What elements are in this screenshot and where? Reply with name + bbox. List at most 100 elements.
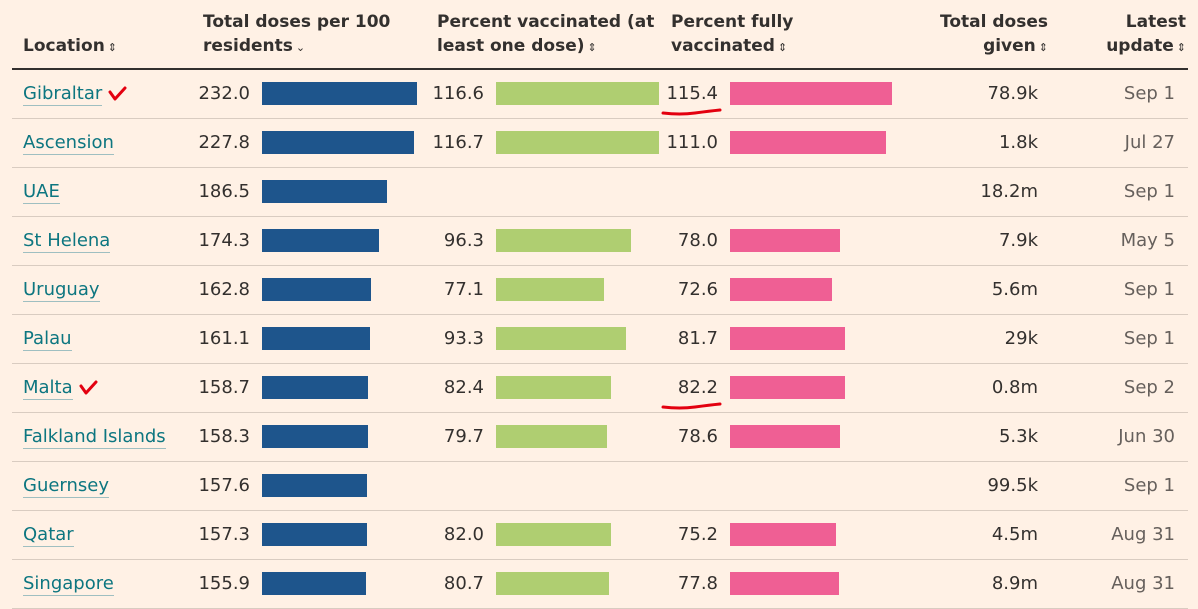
table-row: Gibraltar 232.0 116.6 115.4 78.9k Sep 1 (12, 70, 1188, 119)
header-doses-per-100[interactable]: Total doses per 100 residents ⌄ (203, 12, 391, 56)
location-link[interactable]: St Helena (23, 230, 111, 253)
doses-per-100-bar (262, 180, 387, 203)
percent-first-dose-value: 77.1 (443, 279, 484, 300)
doses-per-100-bar (262, 474, 368, 497)
percent-first-dose-bar (496, 131, 659, 154)
percent-fully-bar (730, 523, 836, 546)
percent-first-dose-bar (496, 523, 611, 546)
location-link[interactable]: UAE (23, 181, 60, 204)
table-row: Malta 158.7 82.4 82.2 0.8m Sep 2 (12, 364, 1188, 413)
table-body: Gibraltar 232.0 116.6 115.4 78.9k Sep 1 Ascens… (12, 70, 1188, 609)
latest-update-value: Sep 1 (1123, 181, 1175, 202)
latest-update-value: Jul 27 (1124, 132, 1175, 153)
location-link[interactable]: Singapore (23, 573, 114, 596)
latest-update-value: Aug 31 (1111, 573, 1175, 594)
percent-first-dose-bar (496, 82, 659, 105)
location-link[interactable]: Qatar (23, 524, 74, 547)
doses-per-100-value: 157.3 (198, 524, 250, 545)
percent-first-dose-value: 116.7 (432, 132, 484, 153)
vaccination-table: Location ⇕ Total doses per 100 residents ⌄… (12, 0, 1188, 609)
red-underline-annotation (661, 402, 722, 410)
location-link[interactable]: Uruguay (23, 279, 100, 302)
header-latest-update[interactable]: Latest update ⇕ (1106, 12, 1186, 56)
total-doses-value: 99.5k (987, 475, 1038, 496)
percent-fully-bar (730, 376, 846, 399)
total-doses-value: 7.9k (998, 230, 1038, 251)
doses-per-100-bar (262, 376, 368, 399)
total-doses-value: 5.3k (998, 426, 1038, 447)
header-percent-first-dose[interactable]: Percent vaccinated (at least one dose) ⇕ (437, 12, 655, 56)
percent-fully-value: 75.2 (677, 524, 718, 545)
percent-fully-bar (730, 229, 840, 252)
percent-fully-value: 115.4 (666, 83, 718, 104)
table-row: Palau 161.1 93.3 81.7 29k Sep 1 (12, 315, 1188, 364)
location-link[interactable]: Guernsey (23, 475, 110, 498)
percent-fully-bar (730, 425, 841, 448)
percent-fully-value: 81.7 (677, 328, 718, 349)
percent-fully-bar (730, 131, 886, 154)
table-row: Uruguay 162.8 77.1 72.6 5.6m Sep 1 (12, 266, 1188, 315)
red-check-icon (79, 380, 98, 395)
table-row: UAE 186.5 18.2m Sep 1 (12, 168, 1188, 217)
table-row: St Helena 174.3 96.3 78.0 7.9k May 5 (12, 217, 1188, 266)
location-link[interactable]: Falkland Islands (23, 426, 166, 449)
doses-per-100-bar (262, 229, 379, 252)
percent-fully-bar (730, 572, 840, 595)
total-doses-value: 1.8k (998, 132, 1038, 153)
percent-first-dose-value: 82.0 (443, 524, 484, 545)
percent-fully-value: 82.2 (677, 377, 718, 398)
percent-first-dose-value: 116.6 (432, 83, 484, 104)
red-underline-annotation (661, 108, 722, 116)
total-doses-value: 0.8m (991, 377, 1038, 398)
table-header: Location ⇕ Total doses per 100 residents ⌄… (12, 0, 1188, 70)
percent-first-dose-bar (496, 327, 627, 350)
sort-icon: ⇕ (107, 41, 118, 54)
doses-per-100-bar (262, 327, 370, 350)
latest-update-value: Sep 1 (1123, 475, 1175, 496)
table-row: Guernsey 157.6 99.5k Sep 1 (12, 462, 1188, 511)
total-doses-value: 5.6m (991, 279, 1038, 300)
location-link[interactable]: Ascension (23, 132, 114, 155)
percent-first-dose-bar (496, 572, 609, 595)
percent-first-dose-value: 79.7 (443, 426, 484, 447)
total-doses-value: 18.2m (980, 181, 1038, 202)
percent-fully-bar (730, 327, 845, 350)
location-link[interactable]: Malta (23, 377, 73, 400)
header-total-doses[interactable]: Total doses given ⇕ (940, 12, 1048, 56)
percent-first-dose-value: 82.4 (443, 377, 484, 398)
latest-update-value: Jun 30 (1118, 426, 1175, 447)
percent-first-dose-value: 93.3 (443, 328, 484, 349)
latest-update-value: Sep 1 (1123, 83, 1175, 104)
doses-per-100-value: 161.1 (198, 328, 250, 349)
header-percent-fully[interactable]: Percent fully vaccinated ⇕ (671, 12, 794, 56)
doses-per-100-bar (262, 572, 367, 595)
percent-first-dose-value: 96.3 (443, 230, 484, 251)
header-location[interactable]: Location ⇕ (23, 36, 118, 56)
percent-first-dose-value: 80.7 (443, 573, 484, 594)
percent-first-dose-bar (496, 229, 631, 252)
location-link[interactable]: Gibraltar (23, 83, 103, 106)
doses-per-100-value: 227.8 (198, 132, 250, 153)
doses-per-100-value: 232.0 (198, 83, 250, 104)
doses-per-100-value: 186.5 (198, 181, 250, 202)
percent-fully-value: 72.6 (677, 279, 718, 300)
percent-first-dose-bar (496, 376, 612, 399)
sort-active-icon: ⌄ (295, 41, 306, 54)
latest-update-value: Aug 31 (1111, 524, 1175, 545)
total-doses-value: 4.5m (991, 524, 1038, 545)
latest-update-value: Sep 1 (1123, 279, 1175, 300)
total-doses-value: 29k (1004, 328, 1038, 349)
doses-per-100-value: 155.9 (198, 573, 250, 594)
sort-icon: ⇕ (1176, 41, 1186, 54)
location-link[interactable]: Palau (23, 328, 72, 351)
latest-update-value: Sep 2 (1123, 377, 1175, 398)
table-row: Singapore 155.9 80.7 77.8 8.9m Aug 31 (12, 560, 1188, 609)
latest-update-value: Sep 1 (1123, 328, 1175, 349)
percent-fully-value: 77.8 (677, 573, 718, 594)
sort-icon: ⇕ (1038, 41, 1048, 54)
percent-first-dose-bar (496, 278, 604, 301)
doses-per-100-bar (262, 523, 368, 546)
percent-fully-bar (730, 82, 892, 105)
percent-fully-bar (730, 278, 832, 301)
total-doses-value: 8.9m (991, 573, 1038, 594)
